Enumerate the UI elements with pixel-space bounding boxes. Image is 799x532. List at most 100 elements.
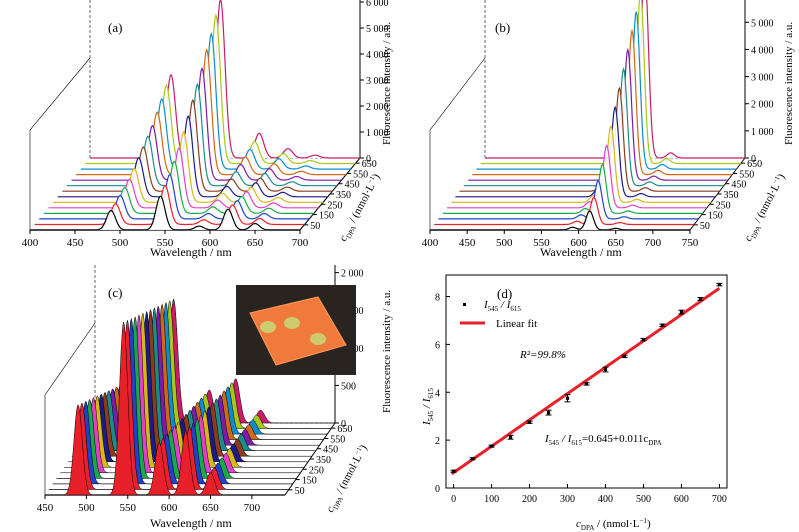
x-tick-label: 400	[22, 237, 39, 249]
x-tick-label: 0	[451, 494, 456, 505]
z-tick-label: 1 000	[366, 128, 389, 139]
spectrum-150	[43, 160, 314, 214]
panel-a-x-ticks: 400 450 500 550 600 650 700	[22, 230, 309, 249]
depth-tick-label: 150	[302, 476, 317, 487]
z-tick-label: 0	[341, 419, 346, 430]
panel-c-inset-photo	[236, 285, 356, 375]
y-tick-label: 6	[435, 340, 440, 351]
depth-title-close: )	[370, 172, 382, 181]
panel-c-spectra	[45, 298, 335, 496]
x-tick-label: 700	[712, 494, 727, 505]
spectrum-100	[39, 173, 310, 220]
spectrum-650	[90, 0, 360, 159]
panel-d-points	[450, 282, 723, 476]
panel-c-z-title: Fluorescence intensity / a.u.	[381, 290, 393, 413]
depth-tick-label: 550	[353, 169, 368, 180]
panel-c-x-title: Wavelength / nm	[150, 516, 232, 530]
spectrum-500	[472, 28, 733, 176]
data-point	[470, 457, 475, 461]
spectrum-50	[34, 184, 305, 226]
spectrum-0	[430, 210, 690, 231]
panel-d-x-title: cDPA / (nmol·L−1)	[576, 517, 651, 532]
depth-title-close: )	[775, 172, 787, 181]
panel-c-label: (c)	[108, 285, 122, 300]
panel-a-chart: 400 450 500 550 600 650 700 0 1 000 2 000 3 000 4 …	[22, 0, 393, 259]
depth-tick-label: 50	[700, 221, 710, 232]
depth-tick-label: 350	[336, 190, 351, 201]
panel-b-frame	[429, 0, 746, 231]
depth-tick-label: 150	[708, 211, 723, 222]
spectrum-550	[52, 318, 293, 485]
x-tick-label: 400	[422, 237, 439, 249]
inset-spot-2	[284, 317, 300, 329]
panel-a-spectra	[30, 0, 360, 231]
panel-a-depth-title: cDPA / (nmol·L−1)	[336, 171, 384, 244]
inset-spot-3	[310, 333, 326, 345]
spectrum-450	[468, 47, 729, 181]
x-tick-label: 500	[636, 494, 651, 505]
data-point	[451, 469, 456, 473]
x-tick-label: 500	[112, 237, 129, 249]
x-tick-label: 550	[157, 237, 174, 249]
spectrum-200	[446, 144, 707, 209]
depth-title-sup: −1	[366, 174, 377, 185]
spectrum-50	[434, 196, 695, 226]
spectrum-400	[463, 67, 724, 187]
spectrum-350	[62, 98, 333, 192]
data-point	[660, 323, 665, 327]
spectrum-300	[57, 114, 328, 198]
depth-tick-label: 650	[362, 159, 377, 170]
panel-a-x-title: Wavelength / nm	[150, 245, 232, 259]
depth-tick-label: 550	[330, 434, 345, 445]
y-tick-label: 2	[435, 436, 440, 447]
depth-tick-label: 450	[731, 180, 746, 191]
depth-title-unit: / (nmol·L	[751, 181, 783, 227]
panel-b-x-ticks: 400 450 500 550 600 650 700 750	[422, 230, 699, 249]
z-tick-label: 0	[751, 154, 756, 165]
legend-fit-label: Linear fit	[496, 318, 537, 330]
depth-tick-label: 50	[295, 486, 305, 497]
data-point	[603, 367, 608, 372]
depth-tick-label: 550	[739, 169, 754, 180]
spectrum-250	[451, 124, 712, 203]
panel-b-depth-title: cDPA / (nmol·L−1)	[741, 171, 789, 244]
panel-d-label: (d)	[497, 286, 512, 301]
z-tick-label: 2 000	[366, 102, 389, 113]
spectrum-200	[48, 146, 319, 209]
z-tick-label: 5 000	[366, 24, 389, 35]
spectrum-400	[66, 82, 337, 187]
panel-b-x-title: Wavelength / nm	[540, 245, 622, 259]
depth-tick-label: 450	[323, 445, 338, 456]
depth-title-close: )	[357, 443, 369, 452]
top-left-line	[429, 57, 486, 131]
z-tick-label: 6 000	[366, 0, 389, 9]
x-tick-label: 700	[645, 237, 662, 249]
x-tick-label: 600	[161, 502, 178, 514]
spectrum-550	[80, 32, 351, 170]
x-tick-label: 500	[496, 237, 513, 249]
x-tick-label: 650	[202, 502, 219, 514]
z-tick-label: 3 000	[366, 76, 389, 87]
depth-tick-label: 150	[319, 211, 334, 222]
depth-title-unit: / (nmol·L	[333, 452, 365, 498]
x-tick-label: 550	[120, 502, 137, 514]
data-point	[489, 444, 494, 448]
z-tick-label: 4 000	[751, 45, 774, 56]
depth-tick-label: 250	[309, 465, 324, 476]
z-tick-label: 6 000	[751, 0, 774, 2]
x-tick-label: 650	[607, 237, 624, 249]
z-tick-label: 2 000	[751, 100, 774, 111]
depth-tick-label: 350	[316, 455, 331, 466]
panel-a-label: (a)	[108, 20, 122, 35]
spectrum-350	[459, 86, 720, 192]
x-tick-label: 200	[522, 494, 537, 505]
depth-title-sup: −1	[353, 445, 364, 456]
data-point	[679, 310, 684, 314]
z-tick-label: 4 000	[366, 50, 389, 61]
x-tick-label: 450	[37, 502, 54, 514]
x-tick-label: 450	[459, 237, 476, 249]
panel-b-label: (b)	[495, 20, 510, 35]
spectrum-300	[455, 105, 716, 198]
